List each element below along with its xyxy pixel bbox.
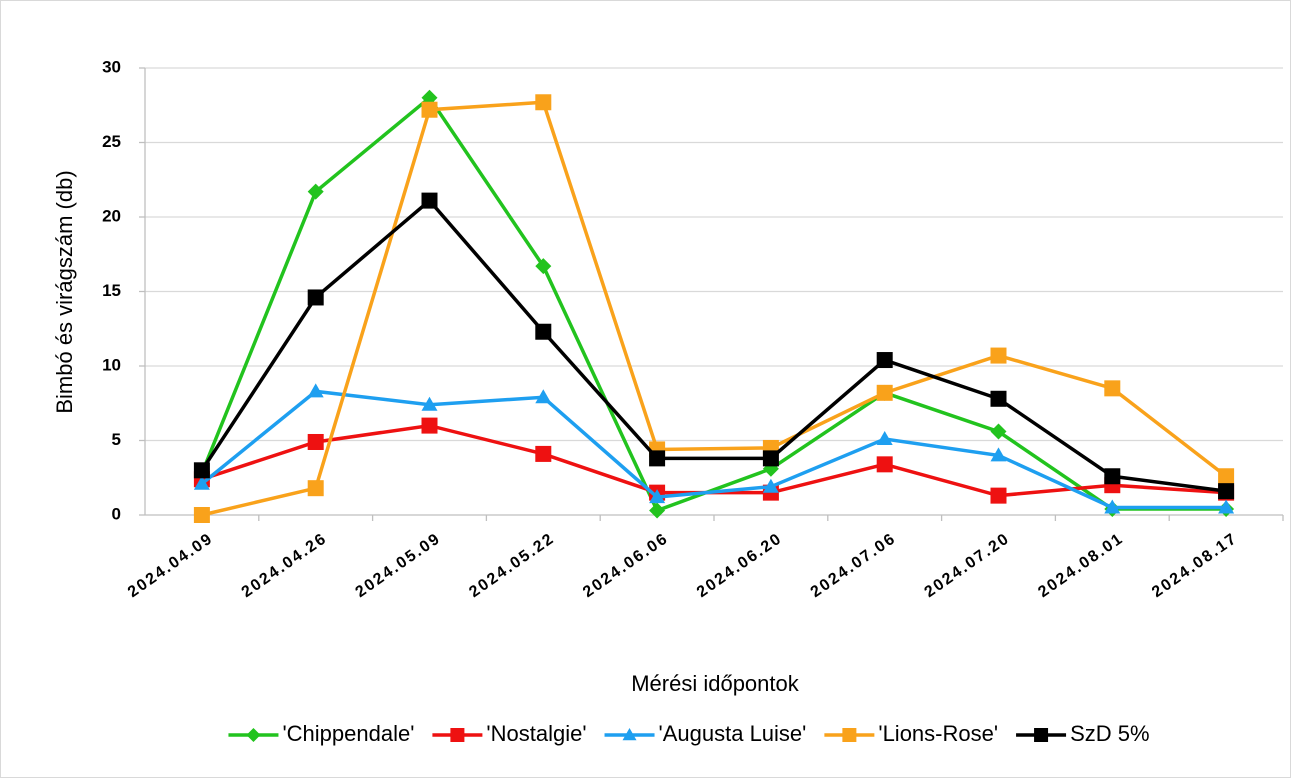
y-axis-title: Bimbó és virágszám (db) [52, 170, 77, 413]
marker [1218, 483, 1235, 500]
marker [535, 323, 552, 340]
marker [762, 450, 779, 467]
legend-label: 'Nostalgie' [486, 721, 586, 746]
marker [876, 456, 893, 473]
marker [1218, 468, 1235, 485]
marker [842, 728, 857, 742]
y-tick-label: 25 [102, 132, 121, 151]
marker [307, 183, 324, 200]
marker [421, 192, 438, 209]
marker [193, 507, 210, 523]
marker [990, 423, 1007, 440]
marker [535, 258, 552, 275]
marker [246, 728, 261, 742]
legend: 'Chippendale' 'Nostalgie' 'Augusta Luise' '… [228, 721, 1150, 746]
y-tick-label: 5 [112, 430, 121, 449]
series-line [201, 100, 1228, 517]
marker [535, 94, 552, 111]
marker [421, 417, 438, 434]
marker [876, 384, 893, 401]
marker [1034, 728, 1049, 742]
marker [622, 728, 637, 741]
marker [762, 478, 779, 493]
marker [307, 289, 324, 306]
legend-label: 'Lions-Rose' [878, 721, 998, 746]
marker [535, 389, 552, 404]
marker [193, 475, 210, 490]
marker [307, 480, 324, 497]
marker [649, 502, 666, 519]
marker [1218, 499, 1235, 514]
marker [990, 390, 1007, 407]
series-line [200, 389, 1227, 510]
y-tick-label: 20 [102, 206, 121, 225]
y-tick-label: 0 [112, 504, 121, 523]
marker [193, 462, 210, 479]
series-line [200, 95, 1227, 513]
marker [1104, 380, 1121, 397]
marker [1104, 499, 1121, 514]
legend-label: 'Chippendale' [282, 721, 414, 746]
marker [649, 489, 666, 504]
marker [421, 101, 438, 118]
legend-label: SzD 5% [1070, 721, 1149, 746]
y-tick-label: 10 [102, 355, 121, 374]
marker [876, 352, 893, 369]
marker [990, 447, 1007, 462]
marker [876, 431, 893, 446]
y-tick-label: 30 [102, 57, 121, 76]
marker [307, 383, 324, 398]
legend-label: 'Augusta Luise' [659, 721, 807, 746]
marker [450, 728, 465, 742]
y-tick-label: 15 [102, 281, 121, 300]
marker [649, 450, 666, 467]
marker [307, 433, 324, 450]
marker [1104, 468, 1121, 485]
x-axis-title: Mérési időpontok [631, 671, 800, 696]
marker [990, 487, 1007, 504]
marker [421, 396, 438, 411]
series-line [200, 198, 1227, 493]
marker [535, 445, 552, 462]
marker [990, 347, 1007, 364]
